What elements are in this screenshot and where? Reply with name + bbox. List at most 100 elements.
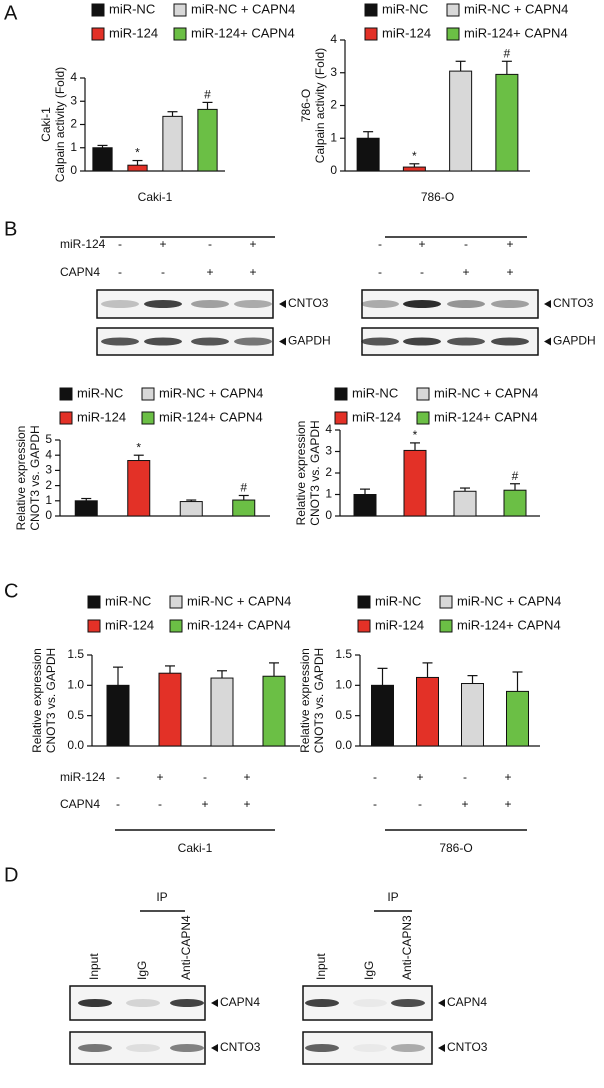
blot-band <box>191 337 229 346</box>
y-tick-label: 1.0 <box>335 678 352 692</box>
y-tick-label: 0.0 <box>67 738 84 752</box>
ip-label: IP <box>387 890 398 904</box>
treatment-sign: - <box>116 797 120 811</box>
legend-swatch <box>439 619 453 633</box>
legend-label: miR-NC + CAPN4 <box>191 1 295 16</box>
arrow <box>438 999 445 1007</box>
legend-label: miR-NC <box>352 385 398 400</box>
bar <box>449 70 473 172</box>
lane-label: Input <box>87 953 101 980</box>
band-label: CNTO3 <box>553 296 594 310</box>
treatment-sign: - <box>203 770 207 784</box>
band-label: GAPDH <box>288 334 331 348</box>
band-label: CAPN4 <box>220 995 260 1009</box>
y-tick-label: 4 <box>325 422 332 436</box>
arrow <box>211 1044 218 1052</box>
blot-box <box>96 289 274 319</box>
bar <box>162 115 183 172</box>
treatment-label: miR-124 <box>60 770 106 784</box>
y-axis-label: CNOT3 vs. GAPDH <box>308 420 322 525</box>
blot-band <box>144 300 182 308</box>
arrow <box>211 999 218 1007</box>
legend-label: miR-124 <box>375 617 424 632</box>
y-tick-label: 3 <box>330 65 337 79</box>
y-axis-label: Relative expression <box>294 421 308 526</box>
y-axis-label: Caki-1 <box>39 107 53 142</box>
treatment-sign: - <box>373 797 377 811</box>
treatment-sign: - <box>420 265 424 279</box>
legend-label: miR-124+ CAPN4 <box>159 409 263 424</box>
lane-label: Anti-CAPN4 <box>179 915 193 980</box>
legend-swatch <box>59 411 73 425</box>
treatment-sign: - <box>373 770 377 784</box>
blot-band <box>101 300 139 308</box>
legend-label: miR-NC <box>375 593 421 608</box>
legend-swatch <box>59 387 73 401</box>
legend-swatch <box>91 3 105 17</box>
y-tick-label: 1 <box>70 140 77 154</box>
bar <box>353 494 377 517</box>
band-label: GAPDH <box>553 334 596 348</box>
significance-mark: # <box>240 481 247 495</box>
bar <box>158 672 182 747</box>
blot-band <box>403 300 441 308</box>
treatment-sign: - <box>158 797 162 811</box>
treatment-sign: + <box>156 770 163 784</box>
blot-band <box>361 337 399 346</box>
legend-label: miR-NC <box>382 1 428 16</box>
legend-swatch <box>416 387 430 401</box>
treatment-label: miR-124 <box>60 237 106 251</box>
y-tick-label: 1 <box>330 130 337 144</box>
arrow <box>279 337 286 346</box>
legend-label: miR-NC + CAPN4 <box>457 593 561 608</box>
band-label: CAPN4 <box>447 995 487 1009</box>
y-tick-label: 3 <box>45 463 52 477</box>
lane-label: IgG <box>362 961 376 980</box>
legend-label: miR-124+ CAPN4 <box>464 25 568 40</box>
arrow <box>544 337 551 346</box>
legend-swatch <box>169 595 183 609</box>
legend-label: miR-NC + CAPN4 <box>434 385 538 400</box>
treatment-sign: + <box>201 797 208 811</box>
lane-label: IgG <box>135 961 149 980</box>
legend-label: miR-124+ CAPN4 <box>187 617 291 632</box>
blot-band <box>78 1044 112 1052</box>
blot-band <box>447 337 485 346</box>
y-axis-label: CNOT3 vs. GAPDH <box>44 648 58 753</box>
bar <box>92 147 113 172</box>
band-label: CNTO3 <box>288 296 329 310</box>
treatment-sign: + <box>506 237 513 251</box>
blot-band <box>361 300 399 308</box>
treatment-sign: - <box>118 237 122 251</box>
treatment-sign: - <box>378 237 382 251</box>
treatment-sign: - <box>418 797 422 811</box>
y-tick-label: 0 <box>70 163 77 177</box>
blot-band <box>447 300 485 308</box>
treatment-sign: + <box>462 265 469 279</box>
treatment-sign: + <box>243 770 250 784</box>
legend-swatch <box>357 619 371 633</box>
legend-label: miR-NC + CAPN4 <box>159 385 263 400</box>
bar <box>74 500 98 517</box>
bar <box>127 460 151 517</box>
blot-band <box>391 999 425 1007</box>
treatment-sign: - <box>378 265 382 279</box>
y-tick-label: 3 <box>325 444 332 458</box>
treatment-sign: - <box>116 770 120 784</box>
bar <box>403 449 427 517</box>
bar <box>232 499 256 517</box>
treatment-sign: + <box>249 237 256 251</box>
y-tick-label: 1.0 <box>67 678 84 692</box>
treatment-sign: + <box>418 237 425 251</box>
band-label: CNTO3 <box>220 1040 261 1054</box>
treatment-sign: + <box>506 265 513 279</box>
treatment-sign: + <box>249 265 256 279</box>
bar <box>210 677 234 747</box>
significance-mark: * <box>413 428 418 442</box>
y-tick-label: 4 <box>70 70 77 84</box>
treatment-sign: + <box>206 265 213 279</box>
legend-label: miR-NC <box>109 1 155 16</box>
treatment-sign: - <box>161 265 165 279</box>
blot-band <box>234 337 272 346</box>
y-tick-label: 0 <box>325 508 332 522</box>
